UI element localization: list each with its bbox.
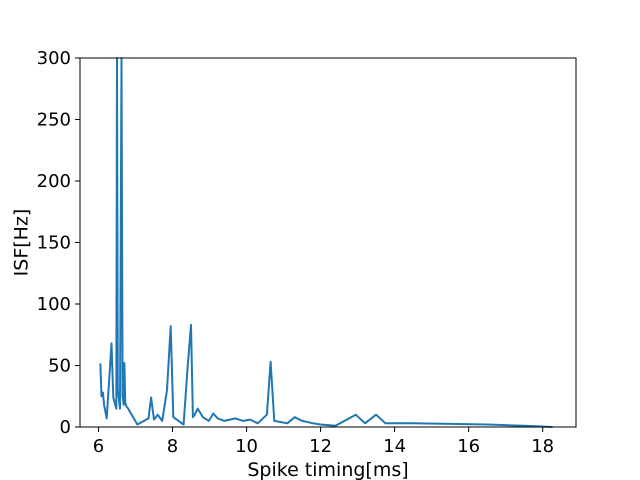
y-tick-label: 300: [37, 48, 71, 69]
y-tick-label: 100: [37, 294, 71, 315]
x-tick-label: 12: [309, 436, 332, 457]
series-line: [99, 57, 553, 428]
x-tick-label: 10: [235, 436, 258, 457]
plot-frame: [79, 57, 577, 428]
y-tick-label: 200: [37, 171, 71, 192]
y-tick-label: 250: [37, 110, 71, 131]
x-tick-label: 14: [383, 436, 406, 457]
y-axis-label: ISF[Hz]: [11, 209, 33, 277]
x-axis-label: Spike timing[ms]: [247, 459, 408, 480]
x-axis-ticks: 6 8 10 12 14 16 18: [93, 427, 554, 457]
y-tick-label: 0: [60, 417, 71, 438]
x-tick-label: 6: [93, 436, 104, 457]
x-tick-label: 8: [167, 436, 178, 457]
x-tick-label: 16: [457, 436, 480, 457]
x-tick-label: 18: [531, 436, 554, 457]
y-tick-label: 50: [48, 356, 71, 377]
y-axis-ticks: 0 50 100 150 200 250 300: [37, 48, 80, 438]
y-tick-label: 150: [37, 233, 71, 254]
